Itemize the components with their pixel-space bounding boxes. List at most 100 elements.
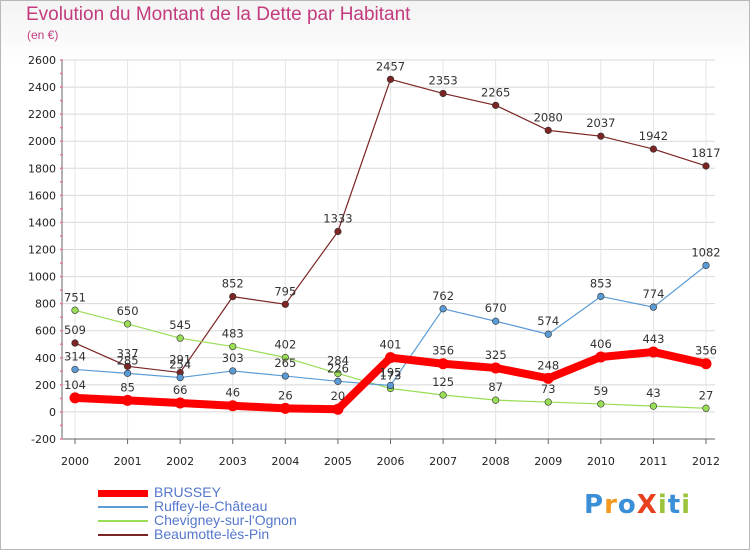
data-label: 2353 [428,73,457,87]
data-point [439,305,447,313]
data-label: 406 [590,337,612,351]
data-label: 2265 [481,85,510,99]
y-tick-label: 200 [35,379,56,392]
data-label: 66 [173,383,188,397]
proxiti-logo: ProXiti [584,490,691,520]
legend-label: BRUSSEY [154,484,221,500]
x-tick-label: 2007 [429,455,457,468]
data-point [229,367,237,375]
data-point [386,381,395,390]
y-tick-label: 0 [49,406,56,419]
data-point [702,404,710,412]
data-label: 285 [117,353,139,367]
data-point [281,372,289,380]
data-label: 751 [64,290,86,304]
logo-letter: i [657,490,668,520]
data-point [702,162,710,170]
data-point [439,391,447,399]
data-label: 483 [222,327,244,341]
data-label: 173 [380,369,402,383]
data-point [281,300,289,308]
legend-swatch [98,489,148,497]
y-tick-label: 800 [35,298,56,311]
legend-swatch [98,520,148,522]
x-tick-label: 2010 [587,455,615,468]
data-label: 87 [488,380,503,394]
logo-letter: P [584,490,605,520]
data-label: 226 [327,361,349,375]
data-point [542,372,554,384]
data-label: 1942 [639,129,668,143]
data-label: 443 [642,332,664,346]
data-label: 650 [117,304,139,318]
data-label: 43 [646,386,661,400]
x-tick-label: 2000 [61,455,89,468]
y-tick-label: 2000 [28,135,56,148]
x-tick-label: 2001 [114,455,142,468]
y-tick-label: 1200 [28,244,56,257]
data-label: 20 [331,389,346,403]
data-label: 2080 [534,110,563,124]
data-label: 73 [541,382,556,396]
x-tick-label: 2008 [482,455,510,468]
data-label: 1817 [691,146,720,160]
data-point [492,317,500,325]
data-point [544,330,552,338]
data-point [227,400,239,412]
data-label: 853 [590,276,612,290]
data-point [597,132,605,140]
x-tick-label: 2003 [219,455,247,468]
data-label: 337 [117,346,139,360]
data-point [649,303,658,311]
data-point [492,396,500,404]
logo-letter: i [681,490,692,520]
data-point [385,352,396,364]
data-label: 195 [380,366,402,380]
data-point [229,342,237,351]
data-label: 59 [594,384,609,398]
data-label: 401 [380,338,402,352]
data-point [332,403,344,415]
data-label: 356 [432,344,454,358]
data-label: 774 [642,287,664,301]
axes: -200 0 200 400 600 800 1000 1200 1400 1600 1800 200… [28,54,720,468]
data-label: 670 [485,301,507,315]
data-label: 2037 [586,116,615,130]
data-point [544,126,552,134]
data-point [544,398,552,406]
y-tick-label: 2400 [28,81,56,94]
unit-label: (en €) [27,28,59,42]
data-point [281,353,289,362]
y-tick-label: 1000 [28,271,56,284]
data-point [700,358,712,370]
legend-label: Beaumotte-lès-Pin [154,526,270,542]
data-point [490,362,502,374]
data-label: 852 [222,277,244,291]
legend-swatch [98,534,148,536]
x-tick-label: 2005 [324,455,352,468]
data-label: 545 [169,318,191,332]
data-label: 1333 [323,211,352,225]
y-tick-label: 1800 [28,162,56,175]
data-label: 2457 [376,59,405,73]
y-tick-label: 1600 [28,189,56,202]
y-tick-label: 2600 [28,54,56,67]
y-tick-label: 600 [35,325,56,338]
data-label: 795 [274,284,296,298]
data-point [174,397,186,409]
data-point [123,320,132,328]
data-point [71,306,79,314]
x-tick-label: 2002 [166,455,194,468]
data-point [492,101,500,109]
data-label: 254 [169,358,191,372]
legend-swatch [98,506,148,508]
y-tick-label: 400 [35,352,56,365]
legend-label: Ruffey-le-Château [154,498,268,514]
chart-title: Evolution du Montant de la Dette par Hab… [26,4,411,25]
data-point [71,365,79,374]
data-label: 1082 [691,245,720,259]
data-point [69,392,81,404]
logo-letter: o [617,490,637,520]
data-label: 125 [432,375,454,389]
